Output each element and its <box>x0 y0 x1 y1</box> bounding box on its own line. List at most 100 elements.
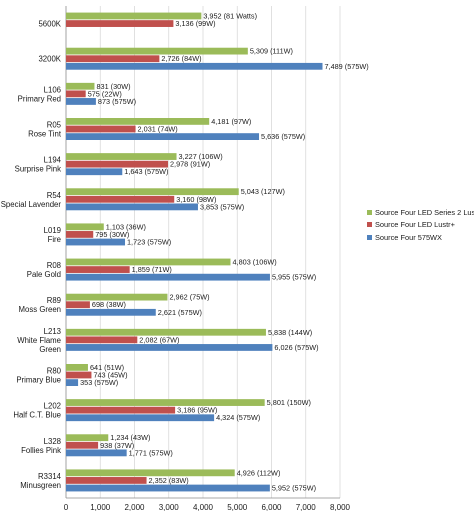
bar <box>66 160 168 168</box>
data-label: 2,352 (83W) <box>149 476 189 485</box>
bar <box>66 133 260 140</box>
data-label: 4,181 (97W) <box>211 117 251 126</box>
data-label: 7,489 (575W) <box>324 62 368 71</box>
data-label: 5,636 (575W) <box>261 132 305 141</box>
legend-swatch-series-2 <box>367 222 372 228</box>
category-label: Moss Green <box>19 305 61 314</box>
bar <box>66 344 273 351</box>
bar <box>66 195 175 203</box>
category-label: White Flame <box>17 336 61 345</box>
bar <box>66 328 266 336</box>
category-label: L202 <box>44 402 61 411</box>
data-label: 353 (575W) <box>80 378 118 387</box>
data-label: 2,621 (575W) <box>158 308 202 317</box>
bar <box>66 223 104 231</box>
legend-swatch-series-3 <box>367 234 372 240</box>
bar <box>66 203 198 211</box>
data-label: 3,186 (95W) <box>177 406 217 415</box>
data-label: 831 (30W) <box>96 82 130 91</box>
category-label: L328 <box>44 437 61 446</box>
bar <box>66 336 138 344</box>
bar <box>66 153 177 160</box>
bar <box>66 188 239 196</box>
data-label: 575 (22W) <box>88 89 122 98</box>
data-label: 6,026 (575W) <box>274 343 318 352</box>
category-label: Green <box>39 345 61 354</box>
category-label: R54 <box>47 191 62 200</box>
data-label: 698 (38W) <box>92 300 126 309</box>
category-label: Fire <box>48 235 61 244</box>
category-label: L019 <box>44 226 61 235</box>
legend-swatch-series-1 <box>367 209 372 215</box>
data-label: 5,952 (575W) <box>272 484 316 493</box>
legend: Source Four LED Series 2 Lustr Source Fo… <box>367 206 474 244</box>
category-label: R08 <box>47 261 61 270</box>
x-tick-label: 5,000 <box>227 503 248 512</box>
legend-label-series-2: Source Four LED Lustr+ <box>375 220 455 230</box>
category-label: Follies Pink <box>21 446 61 455</box>
category-label: Half C.T. Blue <box>13 411 61 420</box>
data-label: 1,643 (575W) <box>124 167 168 176</box>
bar <box>66 82 95 90</box>
category-label: 3200K <box>38 55 61 64</box>
x-tick-label: 0 <box>64 503 69 512</box>
data-label: 2,962 (75W) <box>169 293 209 302</box>
bar <box>66 469 235 477</box>
bar <box>66 98 96 105</box>
bar <box>66 231 94 238</box>
bar <box>66 47 248 55</box>
bar <box>66 118 210 125</box>
bar <box>66 12 202 20</box>
data-label: 3,952 (81 Watts) <box>203 11 257 20</box>
bar <box>66 434 109 442</box>
x-tick-label: 3,000 <box>159 503 180 512</box>
category-label: R05 <box>47 121 62 130</box>
bar <box>66 125 136 133</box>
x-tick-label: 4,000 <box>193 503 214 512</box>
bar <box>66 371 92 379</box>
bar <box>66 406 176 414</box>
legend-label-series-1: Source Four LED Series 2 Lustr <box>375 207 474 217</box>
bar <box>66 301 90 309</box>
category-label: L194 <box>44 156 62 165</box>
data-label: 1,771 (575W) <box>129 448 173 457</box>
data-label: 938 (37W) <box>100 441 134 450</box>
category-label: 5600K <box>38 20 61 29</box>
legend-item-series-1: Source Four LED Series 2 Lustr <box>367 206 474 219</box>
bar <box>66 168 123 176</box>
bar <box>66 484 270 492</box>
category-label: Primary Blue <box>16 376 61 385</box>
data-label: 795 (30W) <box>95 230 129 239</box>
data-label: 4,324 (575W) <box>216 413 260 422</box>
data-label: 2,978 (91W) <box>170 160 210 169</box>
legend-item-series-2: Source Four LED Lustr+ <box>367 219 474 232</box>
data-label: 5,955 (575W) <box>272 273 316 282</box>
bar <box>66 273 270 281</box>
data-label: 4,926 (112W) <box>237 468 281 477</box>
bar <box>66 258 231 266</box>
data-label: 3,136 (99W) <box>175 19 215 28</box>
bar <box>66 266 130 273</box>
x-tick-label: 1,000 <box>90 503 111 512</box>
data-label: 5,801 (150W) <box>267 398 311 407</box>
bar <box>66 55 160 63</box>
legend-label-series-3: Source Four 575WX <box>375 232 442 242</box>
category-label: L106 <box>44 85 61 94</box>
bar <box>66 308 156 316</box>
data-label: 5,838 (144W) <box>268 328 312 337</box>
data-label: 1,234 (43W) <box>110 433 150 442</box>
bar <box>66 414 215 422</box>
bar <box>66 90 86 98</box>
data-label: 4,803 (106W) <box>233 257 277 266</box>
data-label: 1,859 (71W) <box>132 265 172 274</box>
data-label: 5,309 (111W) <box>250 47 293 56</box>
data-label: 641 (51W) <box>90 363 124 372</box>
data-label: 1,103 (36W) <box>106 222 146 231</box>
category-label: Rose Tint <box>28 130 62 139</box>
x-tick-label: 7,000 <box>296 503 317 512</box>
data-label: 5,043 (127W) <box>241 187 285 196</box>
bar <box>66 477 147 484</box>
bar <box>66 364 88 371</box>
data-label: 2,726 (84W) <box>161 54 201 63</box>
category-label: R80 <box>47 367 62 376</box>
